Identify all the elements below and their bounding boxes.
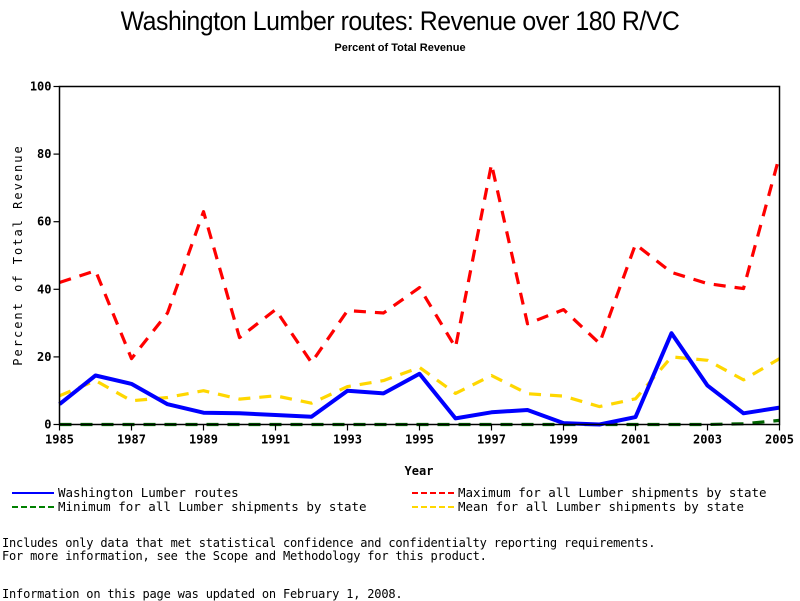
legend-item-mean: Mean for all Lumber shipments by state xyxy=(412,500,767,514)
y-tick-label: 0 xyxy=(44,418,51,432)
series-line-mean-for-all-lumber-shipments-by-state xyxy=(60,357,780,407)
y-axis-title: Percent of Total Revenue xyxy=(11,144,25,365)
x-tick-label: 1997 xyxy=(477,433,506,447)
legend-label: Minimum for all Lumber shipments by stat… xyxy=(58,500,367,514)
x-tick-label: 1991 xyxy=(261,433,290,447)
legend-right: Maximum for all Lumber shipments by stat… xyxy=(412,486,767,514)
footnote-updated: Information on this page was updated on … xyxy=(2,587,402,601)
legend-swatch-dashed-yellow xyxy=(412,506,454,508)
x-tick-label: 1999 xyxy=(549,433,578,447)
x-tick-label: 1995 xyxy=(405,433,434,447)
legend-label: Maximum for all Lumber shipments by stat… xyxy=(458,486,767,500)
x-tick-label: 1985 xyxy=(45,433,74,447)
x-axis-ticks: 1985 1987 1989 1991 1993 1995 1997 1999 2001 2003… xyxy=(45,425,794,447)
y-axis-ticks: 0 20 40 60 80 100 xyxy=(30,80,60,432)
x-tick-label: 2005 xyxy=(765,433,794,447)
legend-item-minimum: Minimum for all Lumber shipments by stat… xyxy=(12,500,367,514)
legend-swatch-dashed-green xyxy=(12,506,54,508)
x-tick-label: 2003 xyxy=(693,433,722,447)
footnote-methodology: For more information, see the Scope and … xyxy=(2,549,487,563)
legend-swatch-solid-blue xyxy=(12,492,54,494)
legend-label: Washington Lumber routes xyxy=(58,486,239,500)
x-tick-label: 1987 xyxy=(117,433,146,447)
series-layer xyxy=(59,156,779,425)
legend-swatch-dashed-red xyxy=(412,492,454,494)
legend-label: Mean for all Lumber shipments by state xyxy=(458,500,744,514)
y-tick-label: 60 xyxy=(37,215,51,229)
legend-item-washington: Washington Lumber routes xyxy=(12,486,367,500)
x-tick-label: 1993 xyxy=(333,433,362,447)
x-tick-label: 2001 xyxy=(621,433,650,447)
y-tick-label: 40 xyxy=(37,282,51,296)
series-line-washington-lumber-routes xyxy=(60,333,780,424)
y-tick-label: 100 xyxy=(30,80,52,94)
y-tick-label: 80 xyxy=(37,147,51,161)
y-tick-label: 20 xyxy=(37,350,51,364)
legend-item-maximum: Maximum for all Lumber shipments by stat… xyxy=(412,486,767,500)
line-chart: 1985 1987 1989 1991 1993 1995 1997 1999 2001 2003… xyxy=(0,0,800,480)
footnote-confidence: Includes only data that met statistical … xyxy=(2,536,655,550)
x-axis-title: Year xyxy=(405,464,434,478)
x-tick-label: 1989 xyxy=(189,433,218,447)
legend-left: Washington Lumber routes Minimum for all… xyxy=(12,486,367,514)
